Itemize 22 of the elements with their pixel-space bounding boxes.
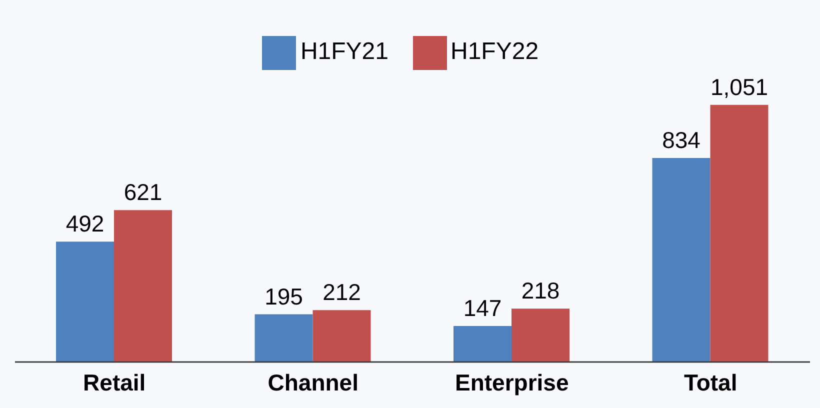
bar [56, 242, 114, 362]
data-label: 1,051 [710, 74, 768, 100]
data-label: 195 [264, 283, 303, 310]
x-tick-label: Retail [83, 369, 146, 396]
legend-label: H1FY21 [300, 38, 388, 66]
data-label: 147 [463, 295, 502, 322]
bar [652, 158, 710, 362]
bar [312, 310, 371, 362]
data-label: 621 [124, 179, 162, 206]
x-tick-label: Channel [268, 369, 358, 396]
bar [710, 104, 768, 362]
x-tick-label: Enterprise [454, 369, 569, 396]
bar [114, 210, 172, 362]
x-tick-label: Total [684, 369, 738, 396]
data-label: 218 [521, 278, 560, 304]
bar [512, 308, 570, 362]
bar [254, 314, 313, 362]
data-label: 212 [322, 279, 361, 306]
legend-label: H1FY22 [450, 38, 539, 66]
data-label: 492 [66, 210, 104, 237]
bar [454, 326, 512, 362]
data-label: 834 [662, 126, 701, 153]
